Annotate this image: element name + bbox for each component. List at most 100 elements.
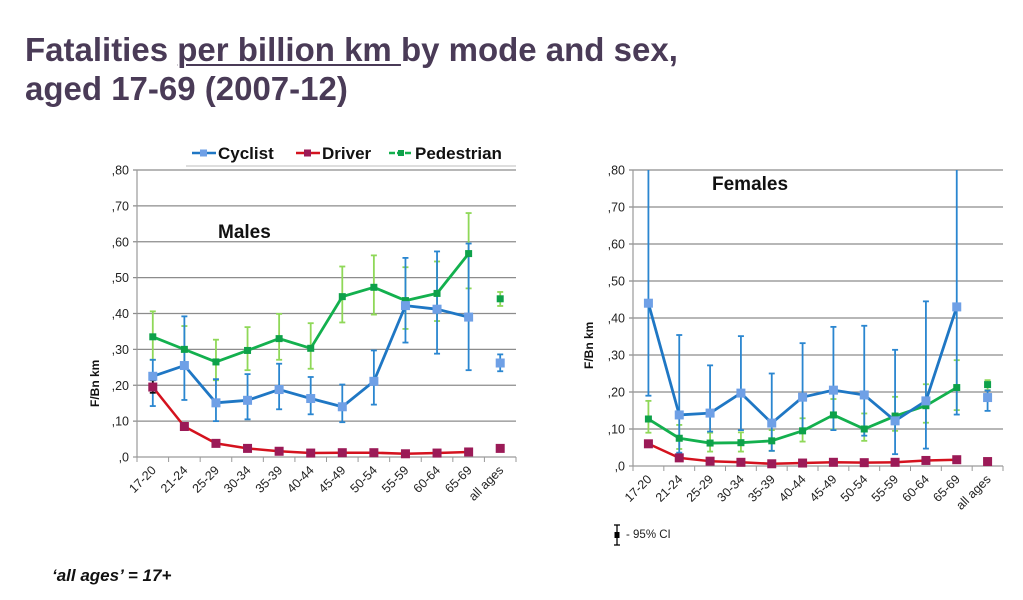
cyclist-data-point [643,298,653,308]
legend-item-driver: Driver [296,144,372,163]
driver-data-point [643,439,653,449]
title-line1-post: by mode and sex, [400,31,678,68]
y-tick-label: ,30 [608,349,625,363]
driver-data-point [890,457,900,467]
cyclist-data-point [798,392,808,402]
pedestrian-data-point [768,437,776,445]
x-tick-label: 21-24 [653,472,686,505]
page-title: Fatalities per billion km by mode and se… [25,30,678,108]
driver-data-point [432,448,442,458]
x-tick-label: 55-59 [869,472,902,505]
legend-marker-pedestrian [398,150,404,156]
y-tick-label: ,50 [608,275,625,289]
x-tick-label: 17-20 [622,472,655,505]
driver-data-point [736,457,746,467]
driver-data-point [767,459,777,469]
pedestrian-data-point [465,250,473,258]
y-tick-label: ,0 [119,451,129,465]
y-tick-label: ,70 [112,199,129,213]
title-line2: aged 17-69 (2007-12) [25,70,348,107]
panel-title-females: Females [712,174,788,195]
legend-label-cyclist: Cyclist [218,144,274,163]
cyclist-data-point [828,385,838,395]
pedestrian-data-point [180,345,188,353]
pedestrian-data-point [706,439,714,447]
pedestrian-data-point [799,427,807,435]
cyclist-data-point [369,376,379,386]
cyclist-data-point [859,390,869,400]
cyclist-data-point [274,385,284,395]
x-tick-label: 40-44 [284,463,317,496]
driver-data-point [921,455,931,465]
driver-data-point [464,447,474,457]
cyclist-data-point [705,408,715,418]
title-line1-pre: Fatalities [25,31,178,68]
pedestrian-data-point [891,412,899,420]
chart-females: ,0 ,10 ,20 ,30 ,40 ,50 ,60 ,70 ,80 17-2021-2425-… [582,164,1004,513]
legend-label-pedestrian: Pedestrian [415,144,502,163]
cyclist-data-point [767,418,777,428]
pedestrian-data-point [922,402,930,410]
y-tick-label: ,10 [608,423,625,437]
pedestrian-data-point [338,293,346,301]
x-tick-label: 35-39 [745,472,778,505]
driver-data-point [274,446,284,456]
driver-data-point [179,422,189,432]
x-tick-label: 60-64 [900,472,933,505]
pedestrian-data-point [644,415,652,423]
y-tick-label: ,80 [608,164,625,178]
pedestrian-data-point [953,384,961,392]
pedestrian-data-point [675,434,683,442]
pedestrian-data-point [401,297,409,305]
footnote: ‘all ages’ = 17+ [52,566,172,585]
driver-data-point [828,457,838,467]
pedestrian-data-point [212,358,220,366]
y-axis-ticks: ,0 ,10 ,20 ,30 ,40 ,50 ,60 ,70 ,80 [112,164,129,465]
y-tick-label: ,10 [112,415,129,429]
gridlines [629,169,1003,467]
pedestrian-data-point [860,425,868,433]
pedestrian-data-point [275,335,283,343]
cyclist-data-point [890,416,900,426]
cyclist-data-point [337,402,347,412]
chart-males: ,0 ,10 ,20 ,30 ,40 ,50 ,60 ,70 ,80 17-20 21-24 25-… [88,164,517,504]
cyclist-data-point [148,371,158,381]
driver-data-point [400,449,410,459]
driver-data-point [705,456,715,466]
driver-data-point [337,448,347,458]
series-layer [643,170,993,469]
x-tick-label: 55-59 [379,463,412,496]
pedestrian-data-point [149,333,157,341]
pedestrian-data-point [984,381,992,389]
cyclist-data-point [432,304,442,314]
y-tick-label: ,40 [608,312,625,326]
x-tick-label: all ages [953,472,993,512]
x-tick-label: 45-49 [316,463,349,496]
x-tick-label: 25-29 [684,472,717,505]
driver-data-point [983,457,993,467]
driver-data-point [369,448,379,458]
x-tick-label: all ages [466,463,506,503]
x-tick-label: 45-49 [807,472,840,505]
driver-data-point [148,382,158,392]
driver-data-point [952,455,962,465]
x-tick-label: 17-20 [126,463,159,496]
title-underlined-text: per billion km [177,31,401,68]
panel-title-males: Males [218,222,271,243]
cyclist-data-point [736,388,746,398]
y-tick-label: ,60 [112,235,129,249]
cyclist-data-point [306,394,316,404]
cyclist-data-point [243,395,253,405]
cyclist-data-point [674,410,684,420]
cyclist-data-point [211,398,221,408]
driver-data-point [798,458,808,468]
y-tick-label: ,20 [608,386,625,400]
legend-item-cyclist: Cyclist [192,144,274,163]
y-tick-label: ,80 [112,164,129,178]
y-tick-label: ,0 [615,460,625,474]
pedestrian-data-point [433,289,441,297]
gridlines [133,169,516,458]
x-tick-label: 35-39 [253,463,286,496]
